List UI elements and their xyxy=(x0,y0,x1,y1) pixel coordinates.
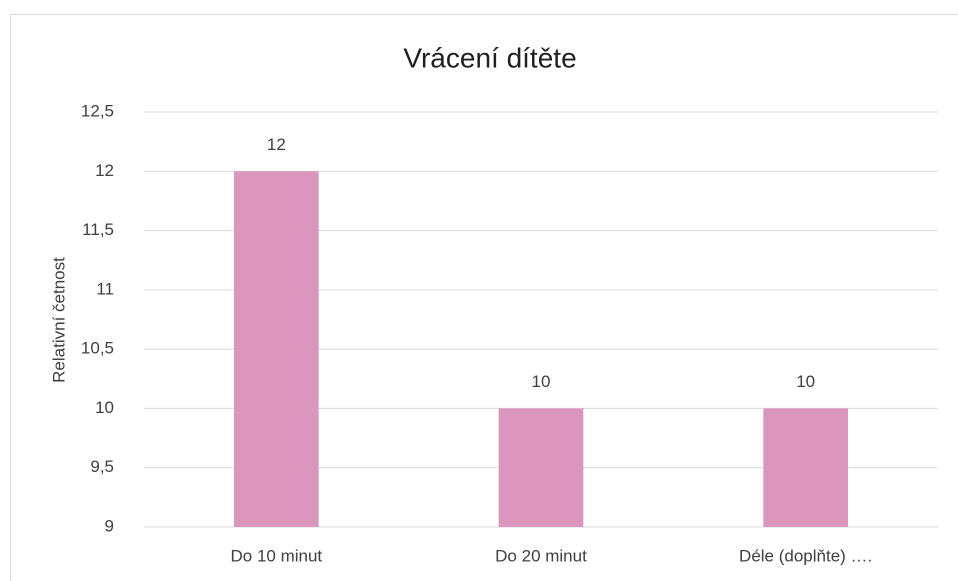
y-tick-label: 11 xyxy=(96,279,114,298)
y-tick-label: 12 xyxy=(95,161,114,180)
y-tick-label: 11,5 xyxy=(82,220,114,239)
data-label: 10 xyxy=(796,372,815,391)
chart-title: Vrácení dítěte xyxy=(403,42,576,73)
y-tick-label: 9 xyxy=(105,516,114,535)
x-tick-label: Déle (doplňte) …. xyxy=(739,546,872,565)
y-axis-label: Relativní četnost xyxy=(49,257,68,383)
bar xyxy=(498,408,584,527)
y-tick-label: 10 xyxy=(95,398,114,417)
y-tick-label: 9,5 xyxy=(90,457,114,476)
data-label: 12 xyxy=(267,135,286,154)
data-label: 10 xyxy=(532,372,551,391)
x-tick-label: Do 10 minut xyxy=(230,546,322,565)
y-tick-label: 12,5 xyxy=(81,101,114,120)
y-tick-label: 10,5 xyxy=(81,339,114,358)
x-tick-label: Do 20 minut xyxy=(495,546,587,565)
bar xyxy=(763,408,849,527)
bar xyxy=(233,171,319,528)
